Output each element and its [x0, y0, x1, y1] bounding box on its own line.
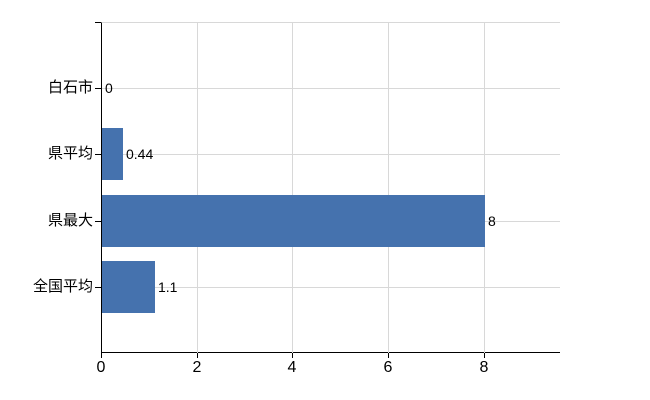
- x-gridline: [484, 22, 485, 353]
- y-tick-mark: [95, 287, 101, 288]
- x-tick-mark: [388, 353, 389, 358]
- value-label: 8: [488, 213, 496, 229]
- y-gridline: [102, 154, 560, 155]
- x-tick-label: 6: [383, 359, 393, 376]
- x-tick-mark: [292, 353, 293, 358]
- x-gridline: [388, 22, 389, 353]
- x-tick-label: 4: [287, 359, 297, 376]
- x-tick-mark: [484, 353, 485, 358]
- value-label: 0.44: [126, 146, 154, 162]
- y-tick-mark: [95, 22, 101, 23]
- category-label: 県平均: [47, 145, 93, 162]
- plot-area: [101, 22, 560, 353]
- x-tick-label: 0: [96, 359, 106, 376]
- y-gridline: [102, 287, 560, 288]
- category-label: 全国平均: [32, 278, 93, 295]
- value-label: 1.1: [158, 279, 178, 295]
- x-tick-mark: [101, 353, 102, 358]
- bar: [102, 195, 485, 247]
- bar: [102, 261, 155, 313]
- y-tick-mark: [95, 154, 101, 155]
- y-gridline: [102, 88, 560, 89]
- bar: [102, 128, 123, 180]
- y-tick-mark: [95, 221, 101, 222]
- y-tick-mark: [95, 88, 101, 89]
- category-label: 県最大: [47, 212, 93, 229]
- x-gridline: [197, 22, 198, 353]
- x-tick-mark: [197, 353, 198, 358]
- x-gridline: [292, 22, 293, 353]
- category-label: 白石市: [47, 79, 93, 96]
- x-tick-label: 2: [192, 359, 202, 376]
- value-label: 0: [105, 80, 113, 96]
- x-tick-label: 8: [479, 359, 489, 376]
